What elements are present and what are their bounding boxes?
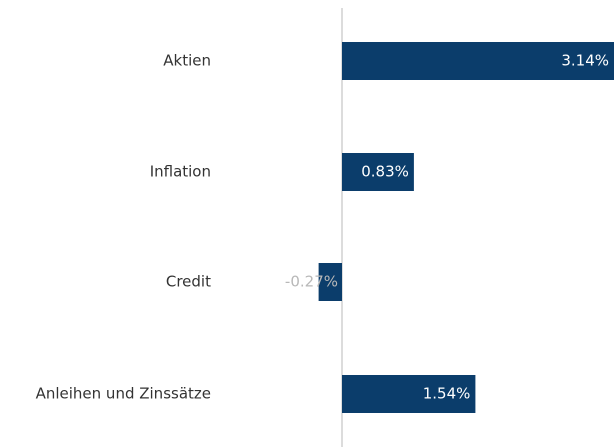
category-label: Anleihen und Zinssätze	[36, 385, 211, 403]
bar	[342, 375, 476, 413]
bar	[318, 263, 342, 301]
bar	[342, 153, 414, 191]
value-label: 1.54%	[423, 385, 471, 403]
bar	[342, 42, 614, 80]
value-label: 0.83%	[361, 163, 409, 181]
category-label: Aktien	[163, 52, 211, 70]
category-label: Inflation	[150, 163, 211, 181]
value-label: -0.27%	[285, 273, 338, 291]
category-label: Credit	[166, 273, 211, 291]
value-label: 3.14%	[561, 52, 609, 70]
